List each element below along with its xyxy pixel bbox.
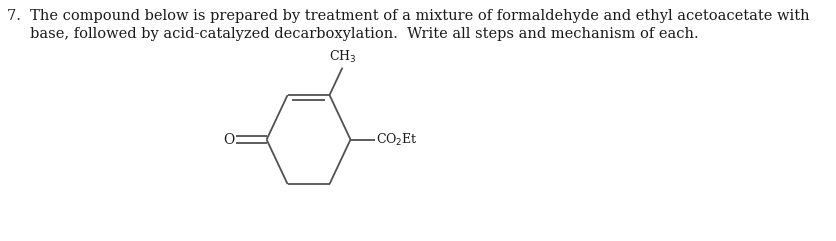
- Text: 7.  The compound below is prepared by treatment of a mixture of formaldehyde and: 7. The compound below is prepared by tre…: [7, 8, 808, 41]
- Text: CH$_3$: CH$_3$: [329, 49, 356, 65]
- Text: O: O: [223, 133, 234, 147]
- Text: CO$_2$Et: CO$_2$Et: [376, 132, 418, 147]
